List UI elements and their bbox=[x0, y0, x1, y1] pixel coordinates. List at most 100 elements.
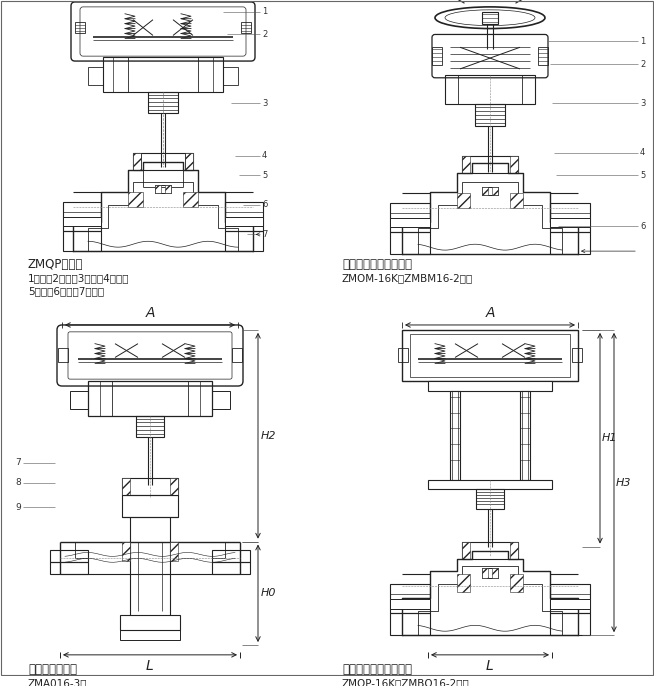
Bar bbox=[155, 185, 171, 193]
Bar bbox=[225, 217, 263, 226]
Bar bbox=[185, 152, 193, 170]
Text: L: L bbox=[486, 659, 494, 673]
Bar bbox=[550, 599, 590, 608]
Text: H3: H3 bbox=[616, 477, 632, 488]
Bar bbox=[212, 391, 230, 409]
Bar bbox=[510, 193, 523, 208]
Text: 4: 4 bbox=[640, 148, 645, 157]
Bar bbox=[225, 202, 263, 231]
Text: ZMOM-16K（ZMBM16-2）型: ZMOM-16K（ZMBM16-2）型 bbox=[342, 274, 473, 283]
Text: 7: 7 bbox=[15, 458, 21, 467]
Bar bbox=[241, 22, 251, 34]
Bar bbox=[122, 477, 130, 495]
Bar bbox=[510, 542, 518, 559]
Text: 1: 1 bbox=[262, 8, 267, 16]
Bar bbox=[445, 75, 535, 104]
Bar bbox=[550, 203, 590, 233]
Bar bbox=[63, 202, 101, 231]
Text: 5: 5 bbox=[640, 171, 645, 180]
Bar bbox=[457, 574, 470, 592]
Bar bbox=[550, 217, 590, 228]
Text: L: L bbox=[146, 659, 154, 673]
Text: 2: 2 bbox=[262, 30, 267, 39]
Bar bbox=[410, 334, 570, 377]
Bar bbox=[212, 563, 250, 574]
Bar bbox=[398, 348, 408, 362]
Bar bbox=[482, 187, 488, 195]
Bar bbox=[50, 550, 88, 563]
Bar bbox=[457, 193, 470, 208]
Bar bbox=[510, 156, 518, 174]
Bar bbox=[100, 381, 200, 416]
Bar bbox=[550, 613, 590, 635]
Bar bbox=[183, 192, 198, 206]
Text: 2: 2 bbox=[640, 60, 645, 69]
Text: A: A bbox=[485, 306, 494, 320]
Bar bbox=[482, 12, 498, 23]
Bar bbox=[510, 574, 523, 592]
Bar bbox=[390, 233, 430, 254]
Bar bbox=[462, 542, 470, 559]
Bar bbox=[402, 330, 578, 381]
Bar bbox=[63, 217, 101, 226]
Bar bbox=[462, 156, 470, 174]
Text: 3: 3 bbox=[640, 99, 645, 108]
Bar bbox=[492, 187, 498, 195]
Bar bbox=[170, 542, 178, 561]
Text: ZMQP-16K（ZMBQ16-2）型: ZMQP-16K（ZMBQ16-2）型 bbox=[342, 678, 470, 686]
Text: 9: 9 bbox=[15, 503, 21, 512]
Bar bbox=[103, 57, 223, 91]
Bar bbox=[120, 630, 180, 640]
Bar bbox=[136, 416, 164, 437]
Bar bbox=[225, 231, 263, 251]
Bar bbox=[390, 203, 430, 233]
Bar bbox=[520, 391, 530, 480]
Bar bbox=[133, 152, 193, 170]
FancyBboxPatch shape bbox=[71, 2, 255, 61]
Bar bbox=[390, 613, 430, 635]
Bar bbox=[133, 152, 141, 170]
Bar bbox=[50, 563, 88, 574]
Bar bbox=[223, 67, 238, 84]
Bar bbox=[120, 615, 180, 630]
Bar bbox=[482, 568, 488, 578]
Text: ZMQP单座型: ZMQP单座型 bbox=[28, 258, 83, 271]
Bar bbox=[122, 477, 178, 495]
Bar bbox=[462, 542, 518, 559]
FancyBboxPatch shape bbox=[57, 325, 243, 386]
Bar bbox=[113, 57, 213, 91]
Bar bbox=[165, 185, 171, 193]
Text: 二位三通切断阀: 二位三通切断阀 bbox=[28, 663, 77, 676]
Bar bbox=[128, 192, 143, 206]
Text: H1: H1 bbox=[602, 433, 617, 443]
Bar bbox=[122, 542, 130, 561]
Bar bbox=[428, 381, 552, 391]
Bar bbox=[450, 391, 460, 480]
Bar bbox=[70, 391, 88, 409]
Bar bbox=[492, 568, 498, 578]
Text: 套筒切断阀（带手轮）: 套筒切断阀（带手轮） bbox=[342, 258, 412, 271]
Bar bbox=[148, 91, 178, 113]
Bar bbox=[572, 348, 582, 362]
Text: 3: 3 bbox=[262, 99, 267, 108]
Text: 6: 6 bbox=[262, 200, 267, 209]
Bar bbox=[482, 187, 498, 195]
Text: A: A bbox=[145, 306, 155, 320]
Bar bbox=[550, 584, 590, 613]
Bar bbox=[88, 67, 103, 84]
Bar bbox=[550, 233, 590, 254]
Bar bbox=[170, 477, 178, 495]
Bar bbox=[475, 104, 505, 126]
Bar bbox=[476, 489, 504, 509]
Text: 5: 5 bbox=[262, 171, 267, 180]
Bar bbox=[155, 185, 161, 193]
Text: 单座切断阀（立柱式）: 单座切断阀（立柱式） bbox=[342, 663, 412, 676]
Text: 7: 7 bbox=[262, 230, 267, 239]
Bar bbox=[538, 47, 548, 65]
Text: H0: H0 bbox=[261, 589, 277, 598]
Bar bbox=[428, 480, 552, 489]
Text: 6: 6 bbox=[640, 222, 645, 231]
Text: 1、膜片2、推杸3、支构4、阀杆: 1、膜片2、推杸3、支构4、阀杆 bbox=[28, 274, 129, 283]
Text: ZMA016-3型: ZMA016-3型 bbox=[28, 678, 88, 686]
Bar bbox=[482, 568, 498, 578]
